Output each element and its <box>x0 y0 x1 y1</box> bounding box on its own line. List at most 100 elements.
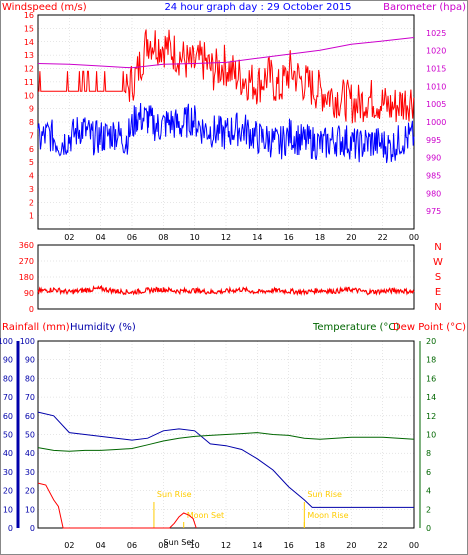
baro-tick-label: 1000 <box>426 118 446 127</box>
humidity-tick-label: 70 <box>25 393 35 402</box>
rain-tick-label: 70 <box>3 393 13 402</box>
x-tick-label: 04 <box>96 233 106 242</box>
rain-tick-label: 60 <box>3 412 13 421</box>
sun-marker-label: Moon Set <box>187 511 224 520</box>
x-tick-label: 14 <box>252 233 262 242</box>
temp-tick-label: 10 <box>426 431 436 440</box>
wind-tick-label: 9 <box>29 105 34 114</box>
temp-tick-label: 6 <box>426 468 431 477</box>
x-tick-label: 18 <box>315 541 325 550</box>
compass-letter: N <box>434 302 441 313</box>
compass-letter: E <box>435 287 441 298</box>
rain-tick-label: 100 <box>0 337 13 346</box>
wind-tick-label: 3 <box>29 185 34 194</box>
x-tick-label: 18 <box>315 233 325 242</box>
wind-tick-label: 12 <box>24 65 34 74</box>
sun-set-label: Sun Set <box>164 538 195 547</box>
compass-letter: W <box>433 257 443 268</box>
wind-tick-label: 2 <box>29 198 34 207</box>
x-tick-label: 20 <box>346 541 356 550</box>
rain-tick-label: 40 <box>3 449 13 458</box>
rain-tick-label: 0 <box>8 524 13 533</box>
temp-tick-label: 8 <box>426 449 431 458</box>
direction-plot-border <box>37 244 415 310</box>
x-tick-label: 12 <box>221 541 231 550</box>
temp-tick-label: 16 <box>426 374 436 383</box>
wind-tick-label: 10 <box>24 91 34 100</box>
rain-tick-label: 50 <box>3 431 13 440</box>
sun-marker-label: Sun Rise <box>307 490 342 499</box>
wind-tick-label: 14 <box>24 38 34 47</box>
x-tick-label: 20 <box>346 233 356 242</box>
wind-axis-title: Windspeed (m/s) <box>2 2 87 13</box>
temp-tick-label: 0 <box>426 524 431 533</box>
rain-axis-title: Rainfall (mm) <box>2 322 70 333</box>
wind-tick-label: 13 <box>24 51 34 60</box>
rainfall-line <box>37 482 197 529</box>
humidity-line <box>37 411 414 508</box>
wind-panel: 1234567891011121314151697598098599099510… <box>2 2 466 242</box>
temp-tick-label: 18 <box>426 356 436 365</box>
temp-tick-label: 4 <box>426 487 431 496</box>
wind-tick-label: 8 <box>29 118 34 127</box>
direction-tick-label: 360 <box>19 241 34 250</box>
wind-tick-label: 11 <box>24 78 34 87</box>
direction-line <box>37 284 415 297</box>
temp-axis-title: Temperature (°C) <box>312 322 399 333</box>
x-tick-label: 02 <box>64 233 74 242</box>
compass-letter: S <box>435 272 441 283</box>
rain-tick-label: 30 <box>3 468 13 477</box>
x-tick-label: 00 <box>409 233 419 242</box>
temp-tick-label: 20 <box>426 337 436 346</box>
wind-plot-border <box>37 14 415 230</box>
direction-tick-label: 90 <box>24 289 34 298</box>
temp-tick-label: 14 <box>426 393 436 402</box>
rain-tick-label: 10 <box>3 505 13 514</box>
wind-tick-label: 6 <box>29 145 34 154</box>
humidity-axis-title: Humidity (%) <box>70 322 136 333</box>
direction-tick-label: 0 <box>29 305 34 314</box>
x-tick-label: 22 <box>378 541 388 550</box>
humidity-tick-label: 20 <box>25 487 35 496</box>
x-tick-label: 08 <box>158 541 168 550</box>
x-tick-label: 12 <box>221 233 231 242</box>
x-tick-label: 22 <box>378 233 388 242</box>
baro-tick-label: 1005 <box>426 100 446 109</box>
humidity-tick-label: 50 <box>25 431 35 440</box>
rain-tick-label: 90 <box>3 356 13 365</box>
humidity-tick-label: 60 <box>25 412 35 421</box>
compass-letter: N <box>434 242 441 253</box>
wind-tick-label: 5 <box>29 158 34 167</box>
sun-marker-label: Sun Rise <box>157 490 192 499</box>
direction-tick-label: 270 <box>19 257 34 266</box>
chart-title: 24 hour graph day : 29 October 2015 <box>164 2 351 13</box>
x-tick-label: 04 <box>96 541 106 550</box>
baro-axis-title: Barometer (hpa) <box>383 2 466 13</box>
baro-tick-label: 995 <box>426 136 441 145</box>
humidity-tick-label: 10 <box>25 505 35 514</box>
barometer-line <box>37 37 415 69</box>
humidity-tick-label: 30 <box>25 468 35 477</box>
sun-marker-label: Moon Rise <box>307 511 348 520</box>
humidity-tick-label: 0 <box>30 524 35 533</box>
baro-tick-label: 1025 <box>426 29 446 38</box>
direction-tick-label: 180 <box>19 273 34 282</box>
x-tick-label: 16 <box>284 233 294 242</box>
humidity-tick-label: 40 <box>25 449 35 458</box>
baro-tick-label: 990 <box>426 154 441 163</box>
rain-tick-label: 80 <box>3 374 13 383</box>
wind-tick-label: 1 <box>29 212 34 221</box>
temp-tick-label: 2 <box>426 505 431 514</box>
x-tick-label: 10 <box>190 541 200 550</box>
x-tick-label: 08 <box>158 233 168 242</box>
baro-tick-label: 1020 <box>426 47 446 56</box>
wind-tick-label: 15 <box>24 24 34 33</box>
windspeed-line <box>38 29 415 124</box>
baro-tick-label: 1015 <box>426 65 446 74</box>
wind-tick-label: 16 <box>24 11 34 20</box>
humidity-tick-label: 100 <box>20 337 35 346</box>
baro-tick-label: 980 <box>426 189 441 198</box>
